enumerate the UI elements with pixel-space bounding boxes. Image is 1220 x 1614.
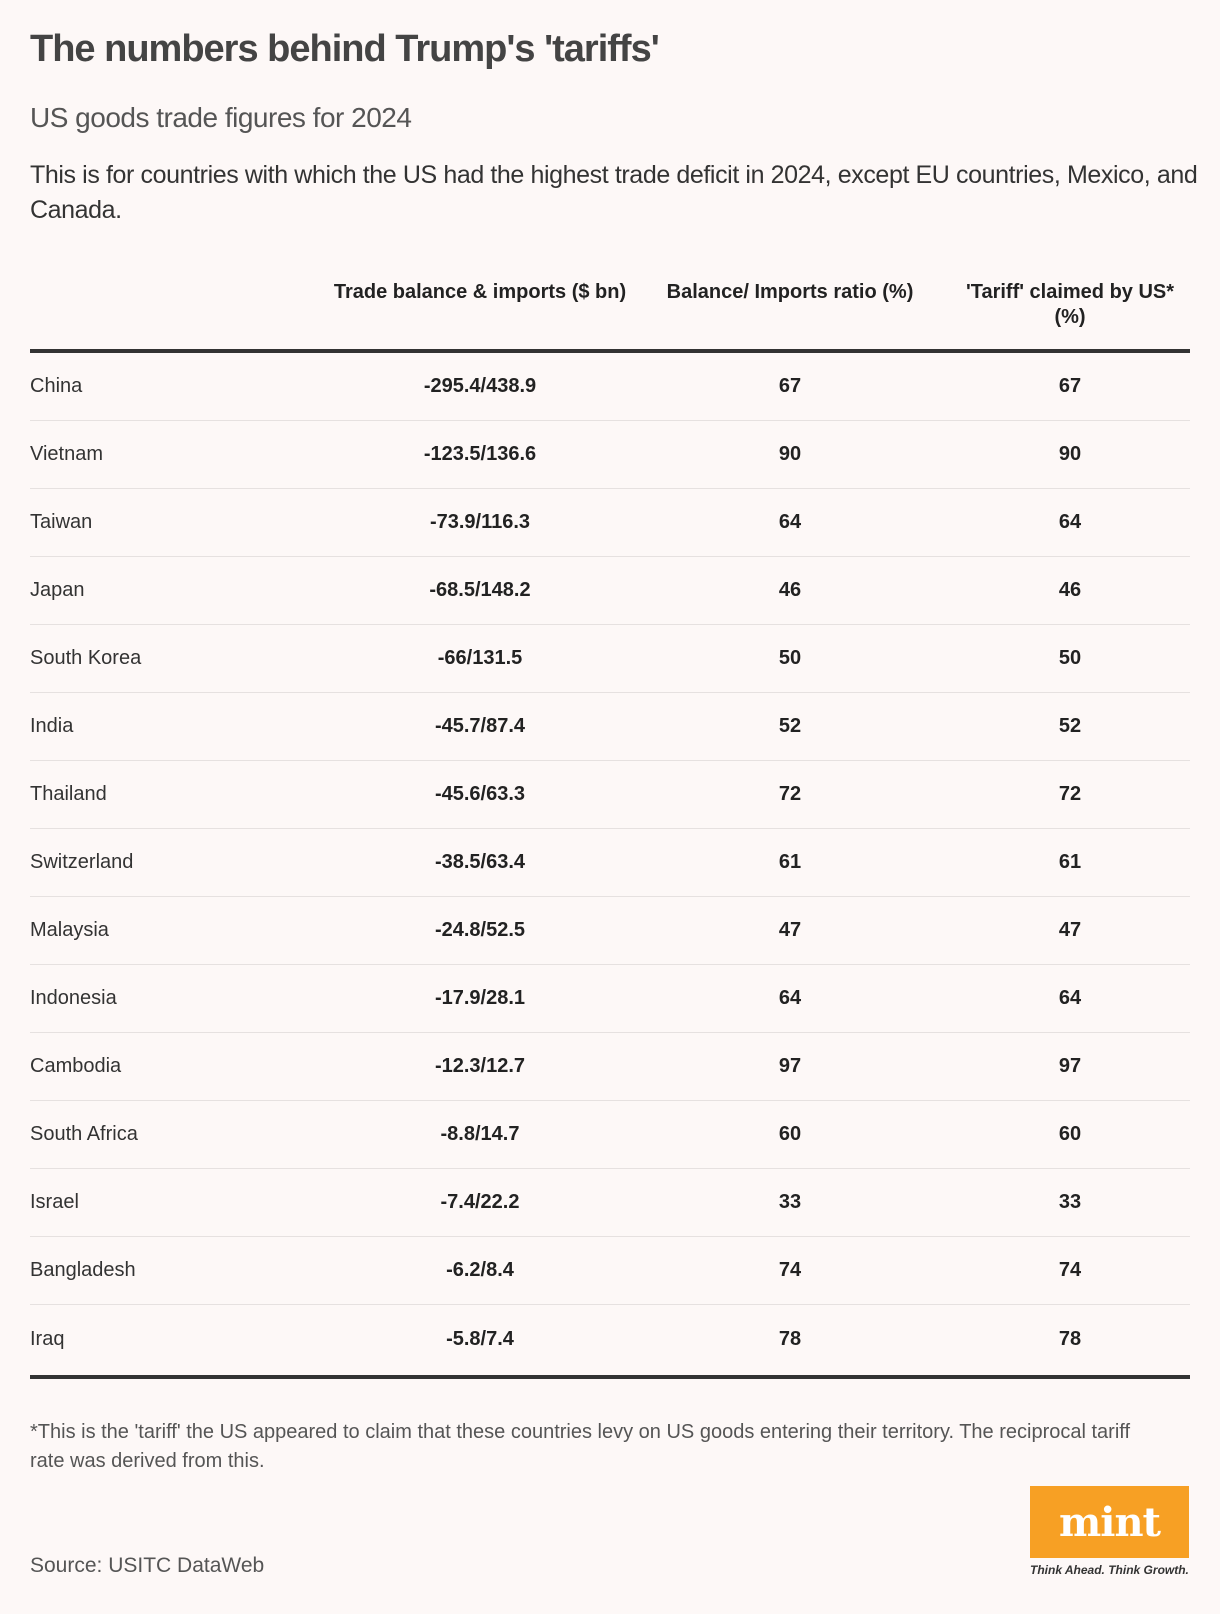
country-cell: Japan [30, 579, 85, 601]
table-row: Malaysia -24.8/52.5 47 47 [30, 897, 1190, 965]
table-row: South Africa -8.8/14.7 60 60 [30, 1101, 1190, 1169]
column-header-trade-balance: Trade balance & imports ($ bn) [333, 281, 627, 303]
ratio-cell: 47 [778, 919, 802, 941]
country-cell: Vietnam [30, 443, 104, 465]
tariff-cell: 33 [1058, 1191, 1082, 1213]
ratio-cell: 90 [778, 443, 802, 465]
page-title: The numbers behind Trump's 'tariffs' [30, 28, 660, 70]
ratio-cell: 50 [778, 647, 802, 669]
ratio-cell: 78 [778, 1327, 802, 1350]
tariff-cell: 52 [1058, 715, 1082, 737]
trade-balance-cell: -17.9/28.1 [434, 987, 526, 1009]
table-row: Taiwan -73.9/116.3 64 64 [30, 489, 1190, 557]
tariff-cell: 72 [1058, 783, 1082, 805]
ratio-cell: 74 [778, 1259, 802, 1281]
ratio-cell: 64 [778, 511, 802, 533]
logo-tagline: Think Ahead. Think Growth. [1030, 1563, 1189, 1577]
trade-balance-cell: -45.6/63.3 [434, 783, 526, 805]
ratio-cell: 46 [778, 579, 802, 601]
tariff-cell: 61 [1058, 851, 1082, 873]
ratio-cell: 72 [778, 783, 802, 805]
tariff-cell: 67 [1058, 375, 1082, 397]
table-row: China -295.4/438.9 67 67 [30, 353, 1190, 421]
tariff-cell: 74 [1058, 1259, 1082, 1281]
mint-logo: mint [1030, 1486, 1189, 1558]
tariff-cell: 64 [1058, 511, 1082, 533]
country-cell: Indonesia [30, 987, 117, 1009]
source-note: Source: USITC DataWeb [30, 1554, 265, 1577]
column-header-country [30, 280, 330, 349]
ratio-cell: 60 [778, 1123, 802, 1145]
column-header-ratio: Balance/ Imports ratio (%) [666, 281, 914, 303]
trade-balance-cell: -295.4/438.9 [423, 375, 537, 397]
trade-balance-cell: -24.8/52.5 [434, 919, 526, 941]
tariff-cell: 60 [1058, 1123, 1082, 1145]
tariff-cell: 47 [1058, 919, 1082, 941]
ratio-cell: 33 [778, 1191, 802, 1213]
country-cell: Israel [30, 1191, 79, 1213]
ratio-cell: 61 [778, 851, 802, 873]
tariff-cell: 50 [1058, 647, 1082, 669]
description: This is for countries with which the US … [30, 161, 1198, 224]
trade-balance-cell: -45.7/87.4 [434, 715, 526, 737]
table-row: Bangladesh -6.2/8.4 74 74 [30, 1237, 1190, 1305]
trade-balance-cell: -5.8/7.4 [446, 1327, 514, 1350]
tariff-cell: 90 [1058, 443, 1082, 465]
column-header-tariff: 'Tariff' claimed by US* (%) [965, 281, 1175, 328]
footnote: *This is the 'tariff' the US appeared to… [30, 1421, 1131, 1472]
table-row: Japan -68.5/148.2 46 46 [30, 557, 1190, 625]
ratio-cell: 97 [778, 1055, 802, 1077]
country-cell: Malaysia [30, 919, 109, 941]
ratio-cell: 67 [778, 375, 802, 397]
tariff-cell: 64 [1058, 987, 1082, 1009]
logo-text: mint [1058, 1498, 1161, 1546]
table-row: Vietnam -123.5/136.6 90 90 [30, 421, 1190, 489]
tariff-cell: 97 [1058, 1055, 1082, 1077]
country-cell: Switzerland [30, 851, 134, 873]
country-cell: South Korea [30, 647, 142, 669]
trade-table: Trade balance & imports ($ bn) Balance/ … [30, 280, 1190, 1373]
trade-balance-cell: -7.4/22.2 [440, 1191, 520, 1213]
table-bottom-rule [30, 1375, 1190, 1379]
table-row: Iraq -5.8/7.4 78 78 [30, 1305, 1190, 1373]
table-row: Indonesia -17.9/28.1 64 64 [30, 965, 1190, 1033]
trade-balance-cell: -66/131.5 [437, 647, 523, 669]
trade-balance-cell: -12.3/12.7 [434, 1055, 526, 1077]
table-row: Switzerland -38.5/63.4 61 61 [30, 829, 1190, 897]
table-row: Cambodia -12.3/12.7 97 97 [30, 1033, 1190, 1101]
trade-balance-cell: -8.8/14.7 [440, 1123, 520, 1145]
country-cell: Iraq [30, 1327, 65, 1350]
subtitle: US goods trade figures for 2024 [30, 102, 412, 133]
ratio-cell: 64 [778, 987, 802, 1009]
country-cell: South Africa [30, 1123, 138, 1145]
trade-balance-cell: -123.5/136.6 [423, 443, 537, 465]
country-cell: Thailand [30, 783, 107, 805]
tariff-cell: 78 [1058, 1327, 1082, 1350]
table-row: South Korea -66/131.5 50 50 [30, 625, 1190, 693]
trade-balance-cell: -68.5/148.2 [429, 579, 531, 601]
tariff-cell: 46 [1058, 579, 1082, 601]
country-cell: India [30, 715, 74, 737]
trade-balance-cell: -6.2/8.4 [446, 1259, 514, 1281]
table-header: Trade balance & imports ($ bn) Balance/ … [30, 280, 1190, 353]
country-cell: China [30, 375, 83, 397]
table-row: India -45.7/87.4 52 52 [30, 693, 1190, 761]
trade-balance-cell: -73.9/116.3 [429, 511, 531, 533]
country-cell: Bangladesh [30, 1259, 136, 1281]
table-row: Israel -7.4/22.2 33 33 [30, 1169, 1190, 1237]
ratio-cell: 52 [778, 715, 802, 737]
trade-balance-cell: -38.5/63.4 [434, 851, 526, 873]
country-cell: Cambodia [30, 1055, 122, 1077]
table-body: China -295.4/438.9 67 67 Vietnam -123.5/136.6… [30, 353, 1190, 1373]
table-row: Thailand -45.6/63.3 72 72 [30, 761, 1190, 829]
country-cell: Taiwan [30, 511, 93, 533]
